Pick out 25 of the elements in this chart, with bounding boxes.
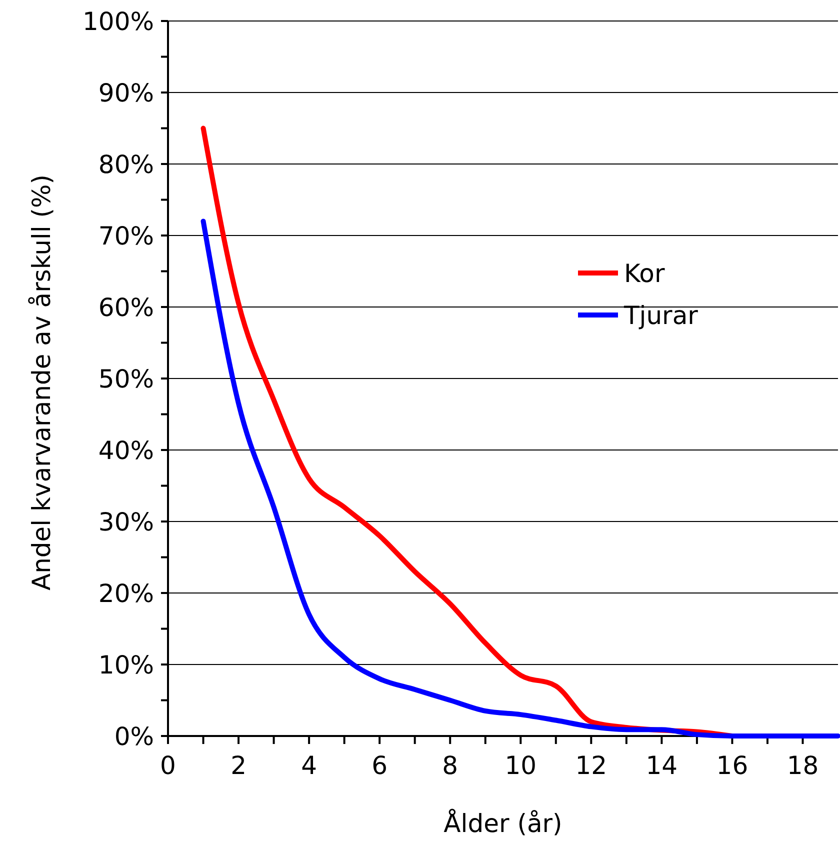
y-tick-label: 80% bbox=[98, 150, 154, 179]
y-tick-label: 100% bbox=[82, 6, 154, 36]
x-tick-label: 6 bbox=[372, 751, 388, 780]
x-tick-label: 14 bbox=[646, 751, 678, 780]
y-tick-label: 10% bbox=[98, 650, 154, 680]
x-tick-label: 2 bbox=[230, 751, 246, 780]
y-tick-label: 30% bbox=[98, 507, 154, 536]
y-tick-label: 60% bbox=[98, 292, 154, 322]
legend-label: Tjurar bbox=[623, 300, 699, 330]
x-tick-label: 8 bbox=[442, 751, 458, 780]
y-tick-label: 50% bbox=[98, 364, 154, 394]
y-axis-title: Andel kvarvarande av årskull (%) bbox=[27, 174, 56, 591]
y-tick-label: 40% bbox=[98, 436, 154, 465]
x-tick-label: 10 bbox=[504, 751, 537, 780]
x-tick-label: 16 bbox=[716, 751, 748, 780]
x-tick-label: 4 bbox=[301, 751, 318, 780]
x-tick-label: 12 bbox=[575, 751, 608, 780]
y-tick-label: 90% bbox=[98, 78, 154, 108]
y-tick-label: 70% bbox=[98, 221, 154, 250]
x-axis-title: Ålder (år) bbox=[444, 808, 562, 838]
legend-label: Kor bbox=[624, 258, 666, 288]
y-tick-label: 20% bbox=[98, 578, 154, 608]
x-tick-label: 0 bbox=[160, 751, 176, 780]
x-tick-label: 18 bbox=[786, 751, 819, 780]
y-tick-label: 0% bbox=[114, 722, 154, 751]
